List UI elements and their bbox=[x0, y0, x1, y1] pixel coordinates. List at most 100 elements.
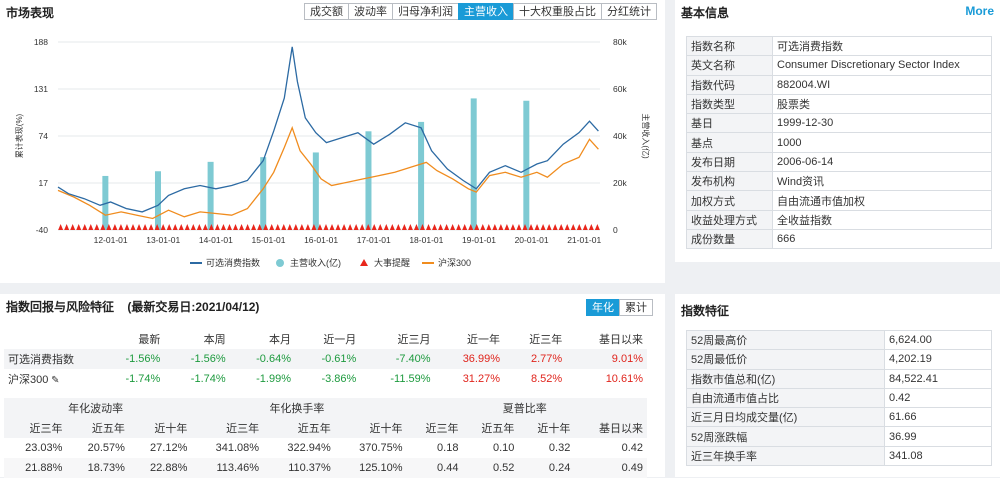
event-marker bbox=[371, 224, 377, 230]
event-marker bbox=[582, 224, 588, 230]
toggle-annualized[interactable]: 年化 bbox=[586, 299, 620, 316]
toggle-cumulative[interactable]: 累计 bbox=[619, 299, 653, 316]
event-marker bbox=[245, 224, 251, 230]
returns-header: 近一年 bbox=[467, 334, 500, 346]
tab-top10-weight[interactable]: 十大权重股占比 bbox=[513, 3, 602, 20]
risk-subheader: 近三年 bbox=[425, 423, 459, 435]
edit-icon[interactable]: ✎ bbox=[48, 375, 60, 386]
basic-info-row: 英文名称 Consumer Discretionary Sector Index bbox=[686, 55, 992, 76]
feature-row: 近三月日均成交量(亿) 61.66 bbox=[686, 407, 992, 428]
return-value: -1.74% bbox=[125, 373, 161, 385]
event-marker bbox=[112, 224, 118, 230]
basic-info-value: 2006-06-14 bbox=[772, 151, 992, 173]
market-chart: 188 80k 131 60k 74 40k 17 20k -40 0 累计表现(%) 主营收入(亿)… bbox=[14, 37, 651, 268]
returns-row: 沪深300 ✎ -1.74% -1.74% -1.99% -3.86% -11.59% 31… bbox=[4, 369, 647, 389]
returns-title: 指数回报与风险特征 (最新交易日:2021/04/12) bbox=[6, 298, 259, 315]
risk-value: 18.73% bbox=[87, 462, 125, 474]
tab-volatility[interactable]: 波动率 bbox=[348, 3, 393, 20]
feature-value: 6,624.00 bbox=[884, 329, 992, 351]
market-panel: 市场表现 成交额 波动率 归母净利润 主营收入 十大权重股占比 分红统计 188… bbox=[0, 0, 665, 283]
tab-dividend[interactable]: 分红统计 bbox=[601, 3, 657, 20]
event-marker bbox=[504, 224, 510, 230]
y-right-tick: 20k bbox=[613, 178, 627, 188]
event-marker bbox=[413, 224, 419, 230]
tab-revenue[interactable]: 主营收入 bbox=[458, 3, 514, 20]
x-tick-label: 21-01-01 bbox=[567, 235, 601, 245]
basic-info-key: 收益处理方式 bbox=[686, 209, 773, 230]
tab-volume[interactable]: 成交额 bbox=[304, 3, 349, 20]
basic-info-value: 自由流通市值加权 bbox=[772, 190, 992, 211]
basic-info-key: 指数类型 bbox=[686, 93, 773, 115]
event-marker bbox=[239, 224, 245, 230]
basic-info-value: 可选消费指数 bbox=[772, 35, 992, 57]
revenue-bar bbox=[312, 152, 319, 230]
basic-info-key: 成份数量 bbox=[686, 228, 773, 250]
event-marker bbox=[594, 224, 600, 230]
tab-net-profit[interactable]: 归母净利润 bbox=[392, 3, 459, 20]
event-marker bbox=[311, 224, 317, 230]
event-marker bbox=[377, 224, 383, 230]
risk-subheader: 近三年 bbox=[226, 423, 260, 435]
return-value: -11.59% bbox=[390, 373, 431, 385]
return-value: 10.61% bbox=[605, 373, 643, 385]
risk-value: 0.49 bbox=[621, 462, 643, 474]
risk-value: 113.46% bbox=[216, 462, 260, 474]
event-marker bbox=[546, 224, 552, 230]
returns-title-text: 指数回报与风险特征 bbox=[6, 300, 115, 314]
risk-value: 0.52 bbox=[492, 462, 515, 474]
basic-info-value: 股票类 bbox=[772, 93, 992, 115]
basic-info-panel: 基本信息 More 指数名称 可选消费指数 英文名称 Consumer Discret… bbox=[675, 0, 1000, 262]
returns-toggle: 年化 累计 bbox=[586, 299, 653, 316]
risk-subheader: 近三年 bbox=[29, 423, 63, 435]
return-value: -1.56% bbox=[190, 353, 226, 365]
return-value: -0.61% bbox=[321, 353, 357, 365]
revenue-bar bbox=[470, 98, 477, 231]
event-marker bbox=[558, 224, 564, 230]
risk-value: 27.12% bbox=[150, 442, 188, 454]
event-marker bbox=[196, 224, 202, 230]
event-marker bbox=[106, 224, 112, 230]
event-marker bbox=[178, 224, 184, 230]
features-title: 指数特征 bbox=[681, 304, 730, 318]
legend-label: 沪深300 bbox=[438, 257, 471, 268]
risk-table: 年化波动率 年化换手率 夏普比率 近三年 近五年 近十年 近三年 近五年 近十年 近三年 近五年 近十… bbox=[4, 398, 647, 478]
y-left-tick: 188 bbox=[34, 37, 48, 47]
event-marker bbox=[124, 224, 130, 230]
risk-value: 23.03% bbox=[25, 442, 63, 454]
y-left-tick: 131 bbox=[34, 84, 48, 94]
event-marker bbox=[564, 224, 570, 230]
risk-value: 0.10 bbox=[492, 442, 515, 454]
basic-info-row: 基点 1000 bbox=[686, 132, 992, 153]
risk-group-header: 年化波动率 bbox=[68, 403, 124, 415]
event-marker bbox=[94, 224, 100, 230]
basic-info-row: 发布机构 Wind资讯 bbox=[686, 171, 992, 192]
x-tick-label: 17-01-01 bbox=[357, 235, 391, 245]
event-marker bbox=[269, 224, 275, 230]
risk-subheader: 近五年 bbox=[297, 423, 331, 435]
event-marker bbox=[492, 224, 498, 230]
y-right-label: 主营收入(亿) bbox=[641, 113, 651, 159]
revenue-bar bbox=[154, 171, 161, 230]
event-marker bbox=[166, 224, 172, 230]
return-value: -1.56% bbox=[125, 353, 161, 365]
event-marker bbox=[353, 224, 359, 230]
risk-value: 0.18 bbox=[437, 442, 459, 454]
event-marker bbox=[214, 224, 220, 230]
market-title: 市场表现 bbox=[6, 6, 55, 20]
basic-info-key: 指数代码 bbox=[686, 74, 773, 95]
event-marker bbox=[184, 224, 190, 230]
feature-value: 0.42 bbox=[884, 387, 992, 409]
y-right-tick: 80k bbox=[613, 37, 627, 47]
return-value: 9.01% bbox=[611, 353, 643, 365]
more-link[interactable]: More bbox=[965, 4, 994, 18]
basic-info-row: 指数代码 882004.WI bbox=[686, 74, 992, 95]
returns-table: 最新 本周 本月 近一月 近三月 近一年 近三年 基日以来 可选消费指数 -1.56% -1.56%… bbox=[4, 329, 647, 389]
event-marker bbox=[329, 224, 335, 230]
event-marker bbox=[58, 224, 64, 230]
basic-info-key: 发布机构 bbox=[686, 171, 773, 192]
event-marker bbox=[456, 224, 462, 230]
event-marker bbox=[474, 224, 480, 230]
return-value: 2.77% bbox=[531, 353, 563, 365]
risk-value: 20.57% bbox=[87, 442, 125, 454]
legend-label: 大事提醒 bbox=[374, 257, 410, 268]
